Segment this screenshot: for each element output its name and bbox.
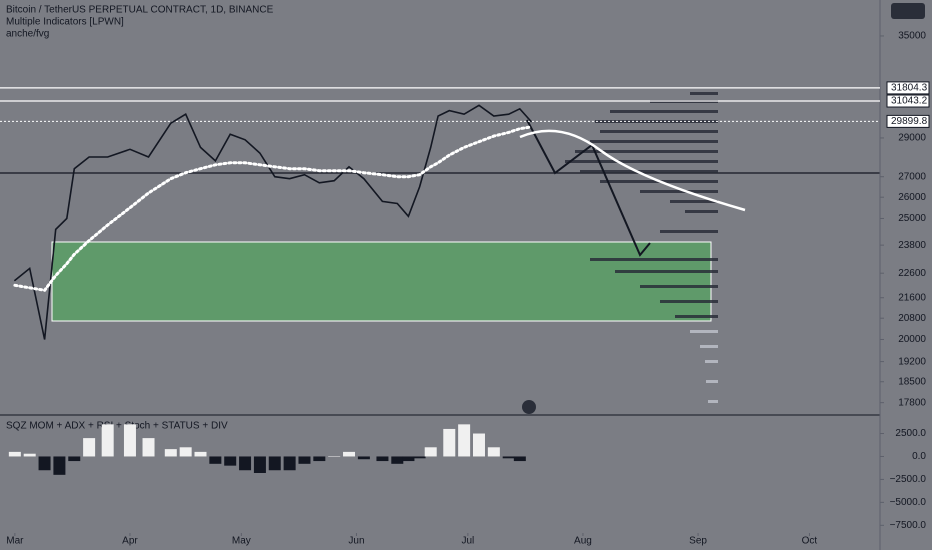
momentum-bar	[357, 456, 370, 460]
x-tick-label: Aug	[574, 536, 592, 547]
y-tick-label: 27000	[898, 171, 926, 182]
y-tick-label: 19200	[898, 356, 926, 367]
y-tick-label: 22600	[898, 268, 926, 279]
momentum-bar	[487, 447, 500, 457]
momentum-bar	[343, 451, 356, 457]
momentum-bar	[142, 438, 155, 457]
level-label: 31043.2	[891, 96, 928, 107]
level-label: 31804.3	[891, 83, 928, 94]
momentum-bar	[424, 447, 437, 457]
momentum-bar	[402, 456, 415, 462]
x-tick-label: May	[232, 536, 251, 547]
ma-projection	[519, 129, 746, 212]
level-label-box	[886, 94, 930, 108]
momentum-bar	[83, 438, 96, 457]
momentum-bar	[283, 456, 296, 471]
momentum-bar	[239, 456, 252, 471]
momentum-bar	[472, 433, 485, 457]
momentum-bar	[253, 456, 266, 473]
y-tick-label: 2500.0	[895, 428, 926, 439]
indicator-name: anche/fvg	[6, 29, 49, 40]
y-tick-label: 29000	[898, 133, 926, 144]
momentum-bar	[209, 456, 222, 464]
momentum-bar	[313, 456, 326, 462]
replay-icon[interactable]	[522, 400, 536, 414]
momentum-bar	[224, 456, 237, 466]
price-line	[14, 104, 532, 340]
level-label-box	[886, 114, 930, 128]
momentum-bar	[123, 424, 136, 457]
indicator-name: Multiple Indicators [LPWN]	[6, 17, 124, 28]
y-tick-label: 18500	[898, 376, 926, 387]
momentum-bar	[502, 456, 515, 459]
momentum-bar	[298, 456, 311, 464]
momentum-bar	[53, 456, 66, 475]
momentum-bar	[376, 456, 389, 462]
momentum-bar	[179, 447, 192, 457]
momentum-bar	[391, 456, 404, 464]
momentum-bar	[513, 456, 526, 462]
level-label-box	[886, 81, 930, 95]
pane-title: SQZ MOM + ADX + RSI + Stoch + STATUS + D…	[6, 421, 228, 432]
momentum-bar	[458, 424, 471, 457]
y-tick-label: 35000	[898, 31, 926, 42]
y-tick-label: 0.0	[912, 451, 926, 462]
volume-profile-low	[690, 330, 718, 403]
y-tick-label: 26000	[898, 192, 926, 203]
x-tick-label: Apr	[122, 536, 138, 547]
y-tick-label: 21600	[898, 292, 926, 303]
momentum-bar	[413, 456, 426, 459]
y-tick-label: −5000.0	[890, 497, 927, 508]
x-tick-label: Jun	[348, 536, 364, 547]
momentum-bar	[194, 451, 207, 457]
fvg-zone	[51, 241, 712, 322]
y-tick-label: 25000	[898, 213, 926, 224]
momentum-bar	[23, 453, 36, 457]
x-tick-label: Oct	[802, 536, 818, 547]
y-tick-label: 20000	[898, 334, 926, 345]
y-tick-label: 17800	[898, 397, 926, 408]
momentum-bar	[268, 456, 281, 471]
x-tick-label: Jul	[461, 536, 474, 547]
y-tick-label: 20800	[898, 313, 926, 324]
y-tick-label: −2500.0	[890, 474, 927, 485]
x-tick-label: Sep	[689, 536, 707, 547]
momentum-bar	[8, 451, 21, 457]
settings-button[interactable]	[891, 3, 925, 19]
momentum-bar	[101, 424, 114, 457]
momentum-bar	[328, 456, 341, 457]
momentum-bar	[68, 456, 81, 462]
y-tick-label: 23800	[898, 240, 926, 251]
y-tick-label: −7500.0	[890, 520, 927, 531]
momentum-bar	[443, 428, 456, 457]
chart-title: Bitcoin / TetherUS PERPETUAL CONTRACT, 1…	[6, 5, 274, 16]
moving-average	[13, 125, 533, 292]
momentum-bar	[38, 456, 51, 471]
x-tick-label: Mar	[6, 536, 24, 547]
momentum-bar	[164, 449, 177, 457]
level-label: 29899.8	[891, 116, 928, 127]
